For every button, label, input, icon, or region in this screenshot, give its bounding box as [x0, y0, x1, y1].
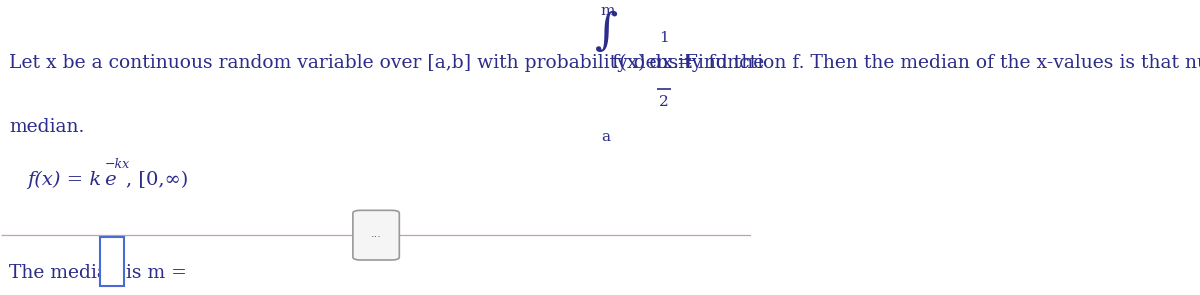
Text: median.: median. — [8, 118, 84, 136]
Text: ∫: ∫ — [595, 10, 618, 53]
Text: a: a — [601, 130, 610, 144]
Text: The median is m =: The median is m = — [8, 264, 187, 282]
Text: ...: ... — [371, 229, 382, 239]
Text: 2: 2 — [659, 95, 668, 109]
Text: m: m — [601, 4, 616, 18]
FancyBboxPatch shape — [100, 237, 124, 286]
FancyBboxPatch shape — [353, 210, 400, 260]
Text: −kx: −kx — [104, 158, 130, 171]
Text: . Find the: . Find the — [673, 54, 764, 72]
Text: f(x) dx =: f(x) dx = — [612, 54, 697, 72]
Text: 1: 1 — [659, 31, 668, 45]
Text: , [0,∞): , [0,∞) — [126, 171, 188, 189]
Text: f(x) = k e: f(x) = k e — [28, 171, 118, 189]
Text: Let x be a continuous random variable over [a,b] with probability density functi: Let x be a continuous random variable ov… — [8, 54, 1200, 72]
